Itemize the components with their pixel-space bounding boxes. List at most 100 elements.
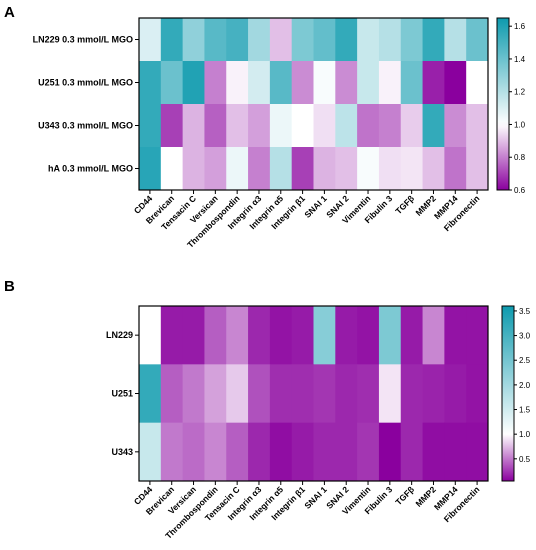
heatmap-cell [444,364,467,424]
heatmap-cell [182,61,205,105]
heatmap-cell [466,364,489,424]
heatmap-cell [204,422,227,482]
heatmap-cell [269,422,293,482]
heatmap-cell [422,61,445,105]
heatmap-cell [291,364,314,424]
heatmap-cell [422,306,445,365]
row-label: LN229 [106,330,133,340]
heatmap-cell [204,61,227,105]
row-label: LN229 0.3 mmol/L MGO [33,35,133,45]
heatmap-cell [226,18,249,62]
heatmap-cell [269,147,293,191]
colorbar-tick-label: 2.0 [519,381,531,390]
heatmap-cell [313,422,336,482]
heatmap-cell [291,61,314,105]
heatmap-cell [291,104,314,148]
panel-label-b: B [4,278,15,295]
heatmap-cell [400,61,423,105]
heatmap-cell [357,104,380,148]
heatmap-cell [357,422,380,482]
heatmap-cell [182,364,205,424]
heatmap-cell [444,306,467,365]
row-label: hA 0.3 mmol/L MGO [48,164,133,174]
heatmap-cell [248,306,271,365]
heatmap-cell [378,147,402,191]
heatmap-cell [466,18,489,62]
heatmap-cell [204,306,227,365]
heatmap-cell [422,422,445,482]
heatmap-cell [466,306,489,365]
panel-label-a: A [4,4,15,21]
heatmap-cell [248,147,271,191]
heatmap-cell [378,364,402,424]
heatmap-cell [357,18,380,62]
colorbar [501,305,515,482]
heatmap-cell [139,61,162,105]
heatmap-cell [313,306,336,365]
heatmap-cell [444,104,467,148]
heatmap-cell [291,18,314,62]
heatmap-cell [378,104,402,148]
heatmap-cell [269,18,293,62]
colorbar-tick-label: 1.2 [514,88,526,97]
heatmap-cell [400,306,423,365]
heatmap-cell [378,306,402,365]
heatmap-cell [357,364,380,424]
heatmap-cell [204,147,227,191]
heatmap-cell [335,147,358,191]
column-label: SNAI 1 [302,484,329,511]
heatmap-cell [400,147,423,191]
heatmap-cell [335,61,358,105]
heatmap-cell [248,61,271,105]
heatmap-cell [160,104,184,148]
heatmap-cell [335,422,358,482]
heatmap-b: LN229U251U343CD44BrevicanVersicanThrombo… [106,305,531,541]
row-label: U251 0.3 mmol/L MGO [38,78,133,88]
row-label: U343 [111,447,133,457]
heatmap-cell [269,104,293,148]
colorbar-tick-label: 3.0 [519,332,531,341]
colorbar [496,17,510,191]
heatmap-cell [444,422,467,482]
column-label: TGFβ [393,484,416,507]
heatmap-cell [313,61,336,105]
heatmap-cell [291,422,314,482]
heatmap-cell [139,104,162,148]
heatmap-cell [204,364,227,424]
heatmap-cell [226,147,249,191]
heatmap-cell [248,364,271,424]
column-label: SNAI 1 [302,193,329,220]
colorbar-tick-label: 0.5 [519,455,531,464]
heatmap-cell [400,18,423,62]
heatmap-cell [226,104,249,148]
heatmap-cell [466,61,489,105]
heatmap-cell [139,364,162,424]
heatmap-cell [204,104,227,148]
heatmap-cell [335,364,358,424]
heatmap-cell [422,104,445,148]
heatmap-cell [466,104,489,148]
heatmap-cell [160,422,184,482]
heatmap-cell [269,61,293,105]
heatmap-cell [226,364,249,424]
colorbar-tick-label: 1.5 [519,406,531,415]
heatmap-cell [313,104,336,148]
heatmap-cell [378,61,402,105]
heatmap-cell [139,147,162,191]
heatmap-cell [400,364,423,424]
heatmap-cell [400,422,423,482]
heatmap-cell [160,61,184,105]
heatmap-cell [422,364,445,424]
heatmap-cell [313,364,336,424]
heatmap-cell [226,61,249,105]
heatmap-cell [139,306,162,365]
heatmap-cell [422,18,445,62]
colorbar-tick-label: 1.6 [514,22,526,31]
colorbar-tick-label: 1.4 [514,55,526,64]
heatmap-cell [444,18,467,62]
heatmap-cell [422,147,445,191]
heatmap-cell [444,61,467,105]
column-label: TGFβ [393,193,416,216]
heatmap-cell [182,306,205,365]
